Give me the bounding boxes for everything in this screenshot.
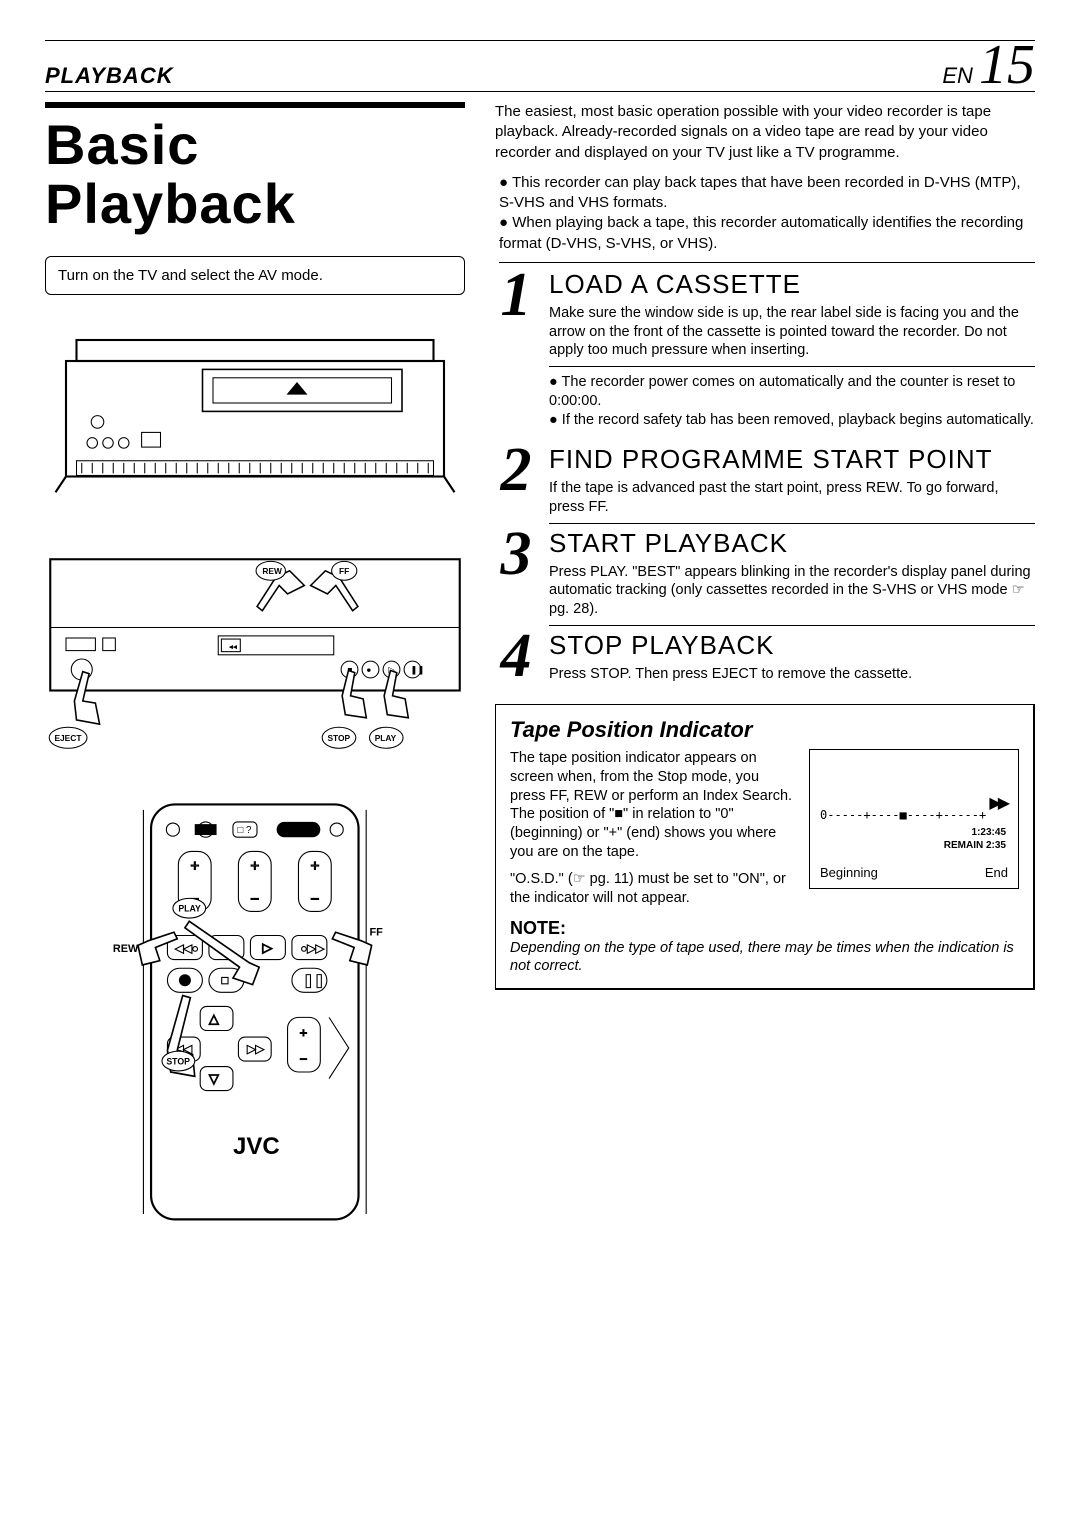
diagram-scale: 0-----+----■----+-----+ [820,808,986,824]
section-label: PLAYBACK [45,63,174,89]
svg-text:❚❚: ❚❚ [303,973,325,989]
svg-text:□ ?: □ ? [238,825,253,836]
svg-text:▶▶: ▶▶ [247,1043,264,1055]
step-1: 1 LOAD A CASSETTE Make sure the window s… [495,269,1035,361]
svg-text:PLAY: PLAY [179,904,202,914]
indicator-diagram: ▶▶ 0-----+----■----+-----+ 1:23:45 REMAI… [809,749,1019,889]
svg-text:◀◀●: ◀◀● [175,943,198,955]
note-text: Depending on the type of tape used, ther… [510,939,1019,977]
step-desc: Make sure the window side is up, the rea… [549,304,1035,361]
vcr-illustration [45,319,465,529]
svg-text:■: ■ [221,973,229,988]
step-title: STOP PLAYBACK [549,630,1035,661]
remote-illustration: □ ? +− +− +− ◀◀● ◦ ▷ ●▶▶ ■ [91,799,419,1236]
step-number: 3 [495,528,537,620]
svg-text:+: + [311,858,320,875]
svg-text:▷: ▷ [263,940,273,955]
svg-text:−: − [300,1051,308,1066]
svg-text:▽: ▽ [209,1071,219,1086]
step-desc: Press PLAY. "BEST" appears blinking in t… [549,563,1035,620]
svg-text:STOP: STOP [167,1056,191,1066]
info-title: Tape Position Indicator [510,717,1019,743]
note-title: NOTE: [510,918,1019,939]
page-num-value: 15 [979,34,1035,96]
svg-text:EJECT: EJECT [54,732,82,742]
svg-text:FF: FF [339,566,349,576]
svg-text:−: − [251,891,260,908]
page-header: PLAYBACK EN 15 [45,40,1035,92]
svg-text:●▶▶: ●▶▶ [301,943,325,955]
step-number: 2 [495,444,537,517]
svg-text:REW: REW [113,943,139,955]
divider [549,523,1035,524]
page-number: EN 15 [942,43,1035,89]
page-title: Basic Playback [45,102,465,234]
svg-text:STOP: STOP [327,732,350,742]
diagram-time: 1:23:45 REMAIN 2:35 [944,826,1006,852]
step-number: 1 [495,269,537,361]
divider [549,625,1035,626]
svg-text:△: △ [209,1011,219,1026]
info-text-1: The tape position indicator appears on s… [510,749,797,862]
info-text-2: "O.S.D." (☞ pg. 11) must be set to "ON",… [510,870,797,908]
step-1-sub: The recorder power comes on automaticall… [549,366,1035,436]
intro-bullet: When playing back a tape, this recorder … [499,213,1035,254]
left-column: Basic Playback Turn on the TV and select… [45,102,465,1236]
svg-text:❚❚: ❚❚ [410,664,424,674]
svg-text:◀◀: ◀◀ [229,644,237,650]
step-3: 3 START PLAYBACK Press PLAY. "BEST" appe… [495,528,1035,620]
step-number: 4 [495,630,537,684]
intro-bullets: This recorder can play back tapes that h… [499,173,1035,263]
svg-text:+: + [300,1025,308,1040]
diagram-beginning: Beginning [820,865,878,882]
step-title: FIND PROGRAMME START POINT [549,444,1035,475]
tape-position-box: Tape Position Indicator The tape positio… [495,704,1035,990]
svg-text:FF: FF [370,927,384,939]
lang-code: EN [942,63,973,88]
right-column: The easiest, most basic operation possib… [495,102,1035,1236]
svg-text:+: + [191,858,200,875]
vcr-panel-illustration: ◀◀ ■ ● ▷ ❚❚ REW FF [45,554,465,775]
svg-text:●: ● [366,664,371,674]
diagram-end: End [985,865,1008,882]
step-2: 2 FIND PROGRAMME START POINT If the tape… [495,444,1035,517]
step-desc: Press STOP. Then press EJECT to remove t… [549,665,1035,684]
svg-text:+: + [251,858,260,875]
svg-text:JVC: JVC [233,1133,280,1160]
step-sub-item: If the record safety tab has been remove… [549,411,1035,430]
step-sub-item: The recorder power comes on automaticall… [549,373,1035,411]
svg-text:PLAY: PLAY [375,732,397,742]
tv-instruction-box: Turn on the TV and select the AV mode. [45,256,465,295]
step-desc: If the tape is advanced past the start p… [549,479,1035,517]
svg-text:−: − [311,891,320,908]
step-title: START PLAYBACK [549,528,1035,559]
diagram-arrows: ▶▶ [989,794,1006,815]
step-title: LOAD A CASSETTE [549,269,1035,300]
step-4: 4 STOP PLAYBACK Press STOP. Then press E… [495,630,1035,684]
intro-bullet: This recorder can play back tapes that h… [499,173,1035,214]
svg-text:REW: REW [262,566,282,576]
intro-text: The easiest, most basic operation possib… [495,102,1035,163]
